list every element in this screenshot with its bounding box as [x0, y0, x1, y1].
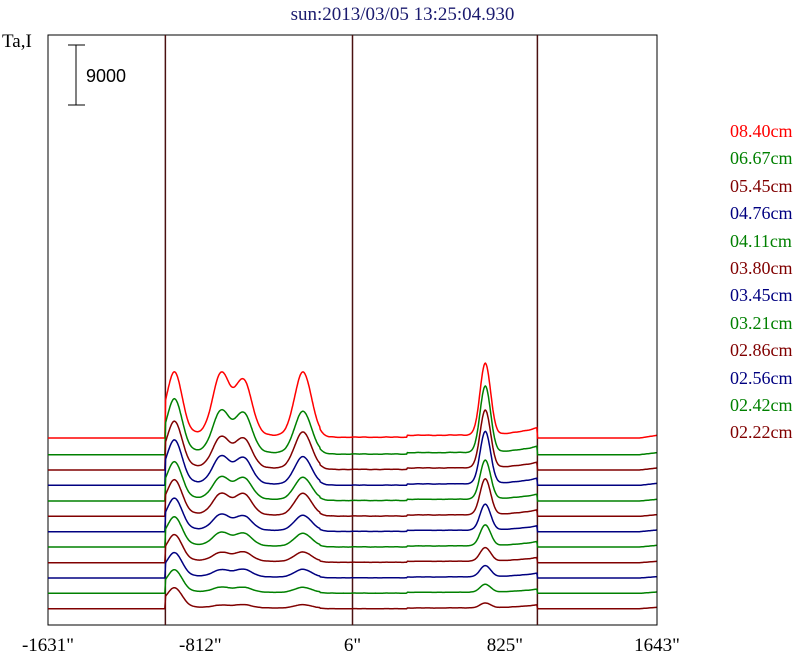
- legend-entry: 03.21cm: [730, 312, 793, 333]
- legend-entry: 08.40cm: [730, 121, 793, 141]
- series-line-06.67cm: [48, 385, 657, 456]
- series-line-05.45cm: [48, 409, 657, 471]
- x-tick-label: 6": [343, 635, 362, 656]
- x-tick-label: 825": [486, 635, 523, 656]
- series-line-02.42cm: [48, 568, 657, 595]
- legend-entry: 02.22cm: [730, 422, 793, 443]
- series-line-08.40cm: [48, 362, 657, 439]
- legend-entry: 02.42cm: [730, 394, 793, 415]
- series-line-02.22cm: [48, 586, 657, 610]
- series-line-03.45cm: [48, 497, 657, 533]
- legend-entry: 02.56cm: [730, 367, 793, 388]
- series-line-03.21cm: [48, 516, 657, 548]
- legend-entry: 03.80cm: [730, 257, 793, 278]
- chart-title: sun:2013/03/05 13:25:04.930: [290, 4, 515, 25]
- legend-entry: 05.45cm: [730, 175, 793, 196]
- series-line-04.11cm: [48, 459, 657, 502]
- series-layer: [48, 362, 657, 610]
- scale-bar: [68, 44, 85, 106]
- series-line-04.76cm: [48, 430, 657, 487]
- x-tick-label: -812": [179, 635, 222, 656]
- vertical-markers: [164, 35, 539, 625]
- x-tick-label: -1631": [21, 635, 75, 656]
- x-tick-label: 1643": [634, 635, 680, 656]
- y-axis-label: Ta,I: [2, 31, 32, 52]
- legend-entry: 03.45cm: [730, 285, 793, 306]
- legend-entry: 04.11cm: [730, 230, 792, 251]
- legend-entry: 02.86cm: [730, 340, 793, 361]
- legend: 08.40cm 06.67cm 05.45cm 04.76cm 04.11cm 03.80…: [730, 118, 805, 447]
- legend-entry: 06.67cm: [730, 148, 793, 169]
- series-line-03.80cm: [48, 477, 657, 518]
- legend-entry: 04.76cm: [730, 203, 793, 224]
- series-line-02.86cm: [48, 533, 657, 564]
- series-line-02.56cm: [48, 551, 657, 579]
- scale-bar-label: 9000: [86, 66, 127, 86]
